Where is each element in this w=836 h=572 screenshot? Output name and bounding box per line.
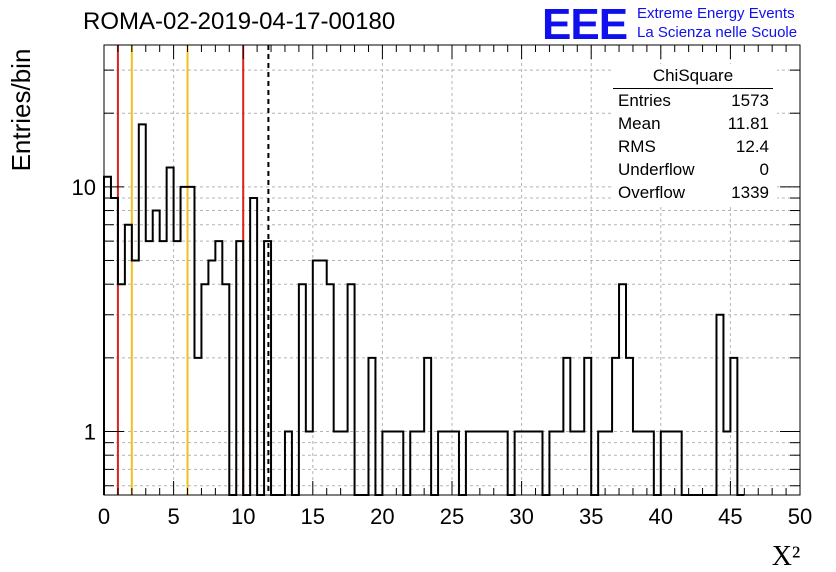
histogram-bin [118,284,125,495]
stats-row-rms: RMS 12.4 [613,135,777,158]
histogram-bin [188,187,195,495]
histogram-bin [201,284,208,495]
stats-row-underflow: Underflow 0 [613,158,777,181]
x-tick-label: 30 [509,504,533,529]
stats-label: Entries [618,91,671,110]
histogram-bin [153,211,160,495]
histogram-bin [619,284,626,495]
vertical-lines-layer [116,45,270,495]
stats-value: 1339 [731,183,769,202]
y-axis-label: Entries/bin [6,49,36,172]
histogram-bin [313,260,320,495]
x-tick-label: 40 [649,504,673,529]
y-tick-label: 10 [72,175,96,200]
histogram-bin [160,241,167,495]
stats-row-entries: Entries 1573 [613,89,777,112]
histogram-bin [327,284,334,495]
histogram-bin [424,358,431,495]
eee-logo: EEE [542,0,628,49]
histogram-bin [139,124,146,495]
histogram-bin [320,260,327,495]
histogram-bin [626,358,633,495]
stats-row-mean: Mean 11.81 [613,112,777,135]
stats-value: 1573 [731,91,769,110]
y-tick-label: 1 [84,419,96,444]
stats-label: Mean [618,114,661,133]
histogram-bin [299,284,306,495]
histogram-layer [103,123,745,496]
histogram-bin [584,358,591,495]
histogram-bin [222,284,229,495]
logo-caption-line-2: La Scienza nelle Scuole [637,24,798,41]
histogram-bin [111,198,118,495]
chart-title: ROMA-02-2019-04-17-00180 [83,8,396,35]
stats-title: ChiSquare [613,64,773,89]
stats-box: ChiSquare Entries 1573 Mean 11.81 RMS 12… [613,64,777,204]
histogram-bin [368,358,375,495]
histogram-bin [194,358,201,495]
histogram-bin [125,225,132,495]
stats-value: 0 [759,160,769,179]
stats-row-overflow: Overflow 1339 [613,181,777,204]
stats-label: Underflow [618,160,695,179]
x-tick-label: 45 [718,504,742,529]
histogram-bin [132,260,139,495]
histogram-bin [181,187,188,495]
histogram-bin [250,198,257,495]
x-tick-label: 35 [579,504,603,529]
stats-value: 11.81 [727,114,769,133]
histogram-bin [730,358,737,495]
grid-layer [104,45,800,495]
plot-frame [103,44,801,496]
histogram-bin [348,284,355,495]
histogram-outline [103,123,745,496]
histogram-bin [146,241,153,495]
x-tick-label: 10 [231,504,255,529]
histogram-bin [167,167,174,495]
histogram-bin [174,241,181,495]
logo-caption-line-1: Extreme Energy Events [637,5,795,22]
x-tick-label: 50 [788,504,812,529]
histogram-bin [236,241,243,495]
stats-label: Overflow [618,183,686,202]
x-axis-label: X² [772,541,801,572]
histogram-bin [716,315,723,495]
axes-layer: 0 5 10 15 20 25 30 35 40 45 50 1 10 [72,44,812,529]
x-tick-label: 25 [440,504,464,529]
x-tick-label: 0 [98,504,110,529]
x-tick-label: 5 [167,504,179,529]
histogram-bin [612,358,619,495]
stats-label: RMS [618,137,656,156]
x-tick-label: 20 [370,504,394,529]
histogram-bin [208,260,215,495]
histogram-bin [215,241,222,495]
stats-value: 12.4 [735,137,769,156]
x-tick-label: 15 [301,504,325,529]
logo-caption: Extreme Energy Events La Scienza nelle S… [637,4,797,42]
histogram-bin [563,358,570,495]
